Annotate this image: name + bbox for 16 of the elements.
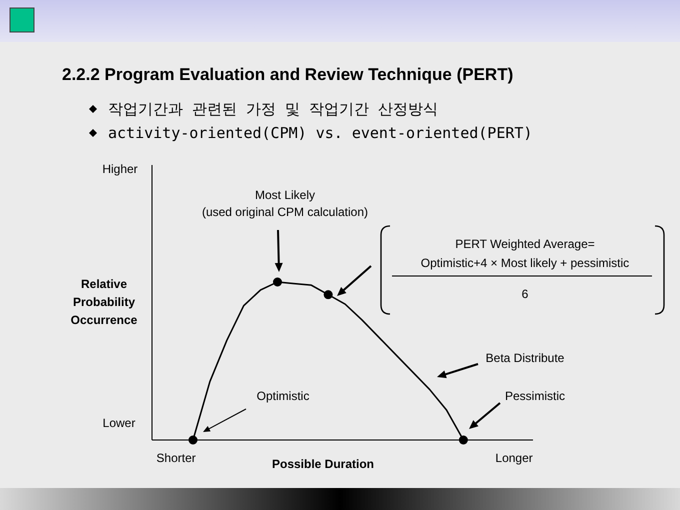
text: Lower [102, 416, 136, 430]
text: PERT Weighted Average= [455, 237, 595, 251]
annotation: 6 [522, 287, 529, 301]
annotation: Beta Distribute [486, 351, 565, 365]
y-axis-title: Relative Probability Occurrence [70, 277, 138, 327]
x-axis-title: Possible Duration [272, 457, 374, 471]
annotation: Optimistic [256, 389, 310, 403]
chart-subtitle: 작업기간과 관련된 가정 및 작업기간 산정방식 activity-oriented(CPM) vs. event-oriented(PERT) [108, 100, 532, 142]
text: Higher [102, 162, 138, 176]
x-tick-label: Shorter [156, 451, 196, 465]
x-tick-label: Longer [495, 451, 533, 465]
annotation: Pessimistic [504, 389, 566, 403]
text: (used original CPM calculation) [202, 205, 368, 219]
chart-title: 2.2.2 Program Evaluation and Review Technique (PERT) [62, 65, 514, 84]
text: Optimistic+4 × Most likely + pessimistic [420, 256, 630, 270]
text: Most Likely [254, 188, 316, 202]
